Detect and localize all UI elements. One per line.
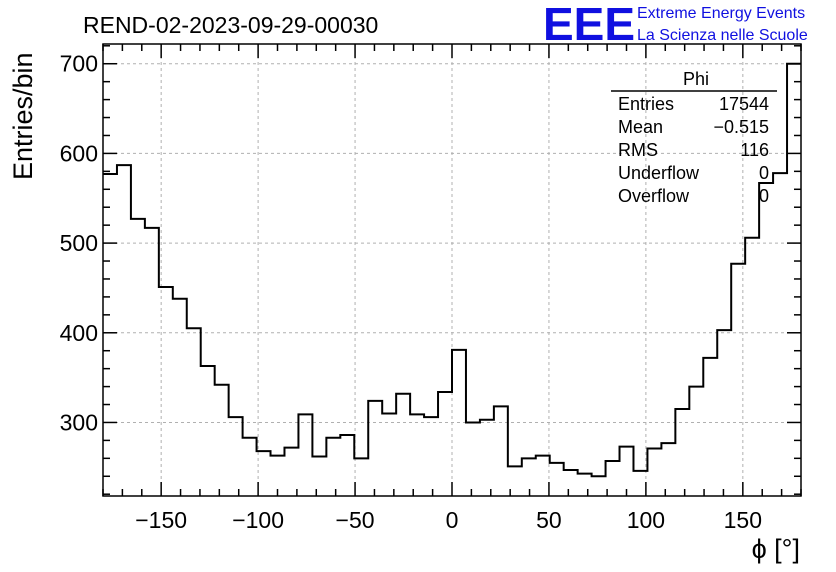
chart-title: REND-02-2023-09-29-00030 — [83, 12, 378, 38]
stats-value: 0 — [759, 186, 769, 206]
logo-mark: EEE — [543, 0, 635, 50]
stats-value: 17544 — [719, 94, 769, 114]
x-tick-label: −150 — [135, 507, 187, 533]
y-tick-label: 500 — [60, 230, 98, 256]
x-tick-label: −100 — [232, 507, 284, 533]
axis-ticks — [102, 44, 802, 496]
y-tick-labels: 300 400 500 600 700 — [60, 51, 98, 436]
grid — [103, 44, 801, 496]
x-tick-label: 100 — [627, 507, 665, 533]
stats-label: RMS — [618, 140, 658, 160]
stats-label: Entries — [618, 94, 674, 114]
y-tick-label: 400 — [60, 320, 98, 346]
x-tick-label: 0 — [446, 507, 459, 533]
stats-rows: Entries 17544 Mean −0.515 RMS 116 Underflow 0 Ov… — [618, 94, 769, 206]
x-tick-label: 150 — [724, 507, 762, 533]
stats-box: Phi Entries 17544 Mean −0.515 RMS 116 Underflo… — [611, 69, 777, 206]
stats-label: Overflow — [618, 186, 690, 206]
y-tick-label: 700 — [60, 51, 98, 77]
y-tick-label: 300 — [60, 409, 98, 435]
logo-line-1: Extreme Energy Events — [637, 5, 805, 22]
x-tick-label: −50 — [336, 507, 375, 533]
logo-line-2: La Scienza nelle Scuole — [637, 27, 808, 44]
histogram-line — [103, 62, 801, 478]
x-axis-title: ϕ [°] — [752, 534, 800, 564]
stats-label: Mean — [618, 117, 663, 137]
logo: EEE Extreme Energy Events La Scienza nel… — [543, 0, 808, 50]
stats-title: Phi — [683, 69, 709, 89]
y-axis-title: Entries/bin — [8, 52, 38, 180]
stats-value: 0 — [759, 163, 769, 183]
x-tick-labels: −150 −100 −50 0 50 100 150 — [135, 507, 762, 533]
stats-value: −0.515 — [713, 117, 769, 137]
stats-label: Underflow — [618, 163, 700, 183]
stats-value: 116 — [740, 140, 769, 160]
y-tick-label: 600 — [60, 140, 98, 166]
x-tick-label: 50 — [536, 507, 562, 533]
